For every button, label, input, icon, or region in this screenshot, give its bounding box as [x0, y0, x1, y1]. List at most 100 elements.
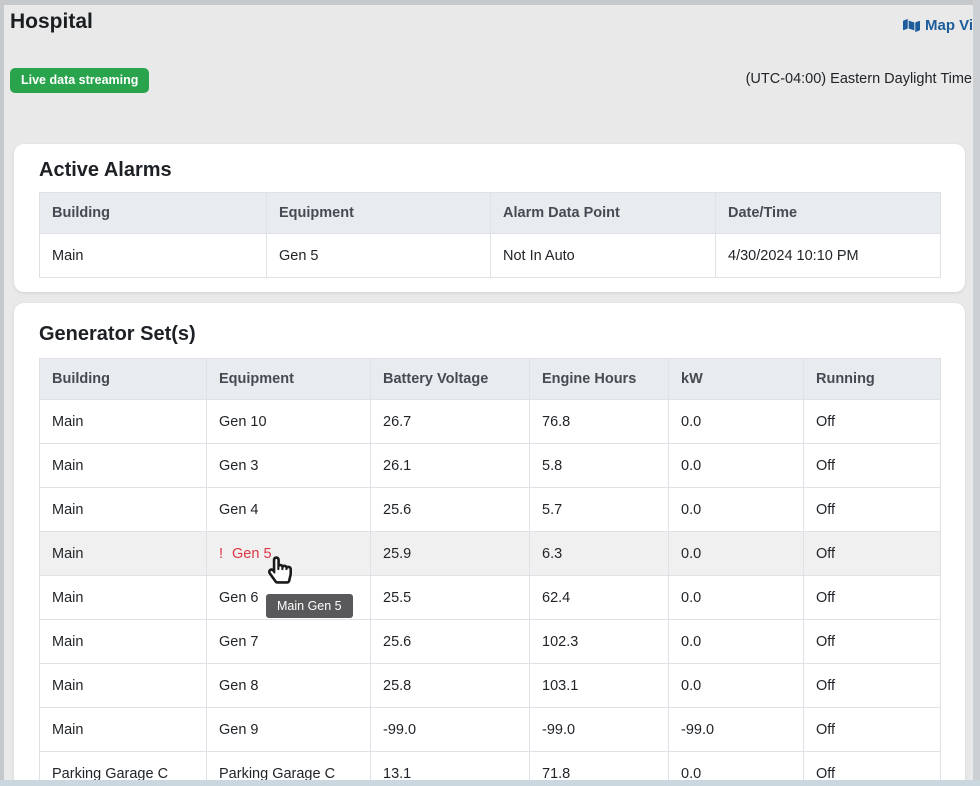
gen-cell-building: Main [39, 443, 207, 488]
gen-cell-battery-voltage: 26.7 [370, 399, 530, 444]
gen-cell-battery-voltage: 25.9 [370, 531, 530, 576]
generators-card: Generator Set(s) Building Equipment Batt… [14, 303, 965, 786]
generator-row[interactable]: Main Gen 8 25.8 103.1 0.0 Off [39, 663, 941, 708]
alarm-exclamation-icon: ! [219, 545, 224, 562]
timezone-label: (UTC-04:00) Eastern Daylight Time [745, 71, 972, 87]
gen-equipment-label: Gen 3 [219, 457, 259, 474]
map-icon [903, 18, 920, 33]
gen-equipment-label: Gen 5 [232, 545, 272, 562]
map-view-label: Map View [925, 17, 980, 34]
gen-cell-running: Off [803, 663, 941, 708]
gen-cell-building: Main [39, 399, 207, 444]
gen-cell-engine-hours: -99.0 [529, 707, 669, 752]
gen-cell-building: Main [39, 619, 207, 664]
gen-cell-battery-voltage: 25.6 [370, 487, 530, 532]
generators-title: Generator Set(s) [39, 323, 196, 345]
alarm-cell-equipment[interactable]: Gen 5 [266, 233, 491, 278]
gen-cell-kw: 0.0 [668, 575, 804, 620]
gen-cell-running: Off [803, 619, 941, 664]
alarm-cell-data-point: Not In Auto [490, 233, 716, 278]
gen-cell-running: Off [803, 487, 941, 532]
gen-cell-running: Off [803, 399, 941, 444]
gen-equipment-label: Gen 6 [219, 589, 259, 606]
gen-col-equipment: Equipment [206, 358, 371, 400]
gen-cell-running: Off [803, 575, 941, 620]
gen-cell-battery-voltage: 25.8 [370, 663, 530, 708]
generator-row[interactable]: Main Gen 3 26.1 5.8 0.0 Off [39, 443, 941, 488]
gen-cell-kw: 0.0 [668, 487, 804, 532]
gen-cell-building: Main [39, 707, 207, 752]
alarm-row: Main Gen 5 Not In Auto 4/30/2024 10:10 P… [39, 233, 941, 278]
hover-tooltip: Main Gen 5 [266, 594, 353, 618]
generator-row[interactable]: Main Gen 6 25.5 62.4 0.0 Off [39, 575, 941, 620]
gen-col-battery-voltage: Battery Voltage [370, 358, 530, 400]
gen-cell-battery-voltage: -99.0 [370, 707, 530, 752]
alarm-col-datetime: Date/Time [715, 192, 941, 234]
gen-col-building: Building [39, 358, 207, 400]
gen-cell-running: Off [803, 751, 941, 786]
gen-cell-building: Main [39, 487, 207, 532]
gen-cell-equipment[interactable]: Gen 9 [206, 707, 371, 752]
gen-cell-engine-hours: 5.8 [529, 443, 669, 488]
gen-equipment-label: Gen 4 [219, 501, 259, 518]
window-edge-right [973, 0, 980, 786]
gen-cell-equipment[interactable]: Gen 8 [206, 663, 371, 708]
gen-cell-equipment[interactable]: Gen 4 [206, 487, 371, 532]
gen-cell-kw: 0.0 [668, 663, 804, 708]
alarm-cell-building: Main [39, 233, 267, 278]
gen-cell-battery-voltage: 26.1 [370, 443, 530, 488]
generators-table: Building Equipment Battery Voltage Engin… [39, 358, 941, 786]
live-data-badge: Live data streaming [10, 68, 150, 93]
gen-cell-engine-hours: 62.4 [529, 575, 669, 620]
generator-row[interactable]: Main Gen 9 -99.0 -99.0 -99.0 Off [39, 707, 941, 752]
gen-cell-engine-hours: 5.7 [529, 487, 669, 532]
gen-cell-engine-hours: 6.3 [529, 531, 669, 576]
gen-equipment-label: Gen 10 [219, 413, 267, 430]
window-edge-left [0, 0, 4, 786]
active-alarms-card: Active Alarms Building Equipment Alarm D… [14, 144, 965, 292]
pointer-cursor-icon [268, 556, 292, 584]
generator-row[interactable]: Main ! Gen 5 25.9 6.3 0.0 Off [39, 531, 941, 576]
gen-cell-kw: 0.0 [668, 399, 804, 444]
gen-cell-building: Main [39, 575, 207, 620]
alarm-cell-datetime: 4/30/2024 10:10 PM [715, 233, 941, 278]
gen-cell-running: Off [803, 707, 941, 752]
map-view-link[interactable]: Map View [903, 17, 980, 34]
gen-cell-battery-voltage: 25.5 [370, 575, 530, 620]
active-alarms-title: Active Alarms [39, 159, 172, 181]
gen-cell-engine-hours: 76.8 [529, 399, 669, 444]
gen-cell-building: Main [39, 531, 207, 576]
generator-row[interactable]: Main Gen 4 25.6 5.7 0.0 Off [39, 487, 941, 532]
gen-cell-kw: 0.0 [668, 619, 804, 664]
alarm-header-row: Building Equipment Alarm Data Point Date… [39, 192, 941, 234]
gen-cell-building: Main [39, 663, 207, 708]
gen-equipment-label: Gen 8 [219, 677, 259, 694]
window-edge-bottom [0, 780, 980, 786]
gen-equipment-label: Gen 7 [219, 633, 259, 650]
generator-row[interactable]: Main Gen 7 25.6 102.3 0.0 Off [39, 619, 941, 664]
alarm-col-data-point: Alarm Data Point [490, 192, 716, 234]
gen-cell-kw: 0.0 [668, 443, 804, 488]
gen-cell-equipment[interactable]: Gen 3 [206, 443, 371, 488]
gen-equipment-label: Gen 9 [219, 721, 259, 738]
gen-cell-battery-voltage: 25.6 [370, 619, 530, 664]
gen-cell-running: Off [803, 531, 941, 576]
active-alarms-table: Building Equipment Alarm Data Point Date… [39, 192, 941, 278]
gen-col-kw: kW [668, 358, 804, 400]
gen-col-engine-hours: Engine Hours [529, 358, 669, 400]
gen-cell-equipment[interactable]: Gen 7 [206, 619, 371, 664]
gen-cell-kw: 0.0 [668, 531, 804, 576]
window-edge-top [0, 0, 980, 5]
gen-cell-engine-hours: 102.3 [529, 619, 669, 664]
gen-cell-kw: -99.0 [668, 707, 804, 752]
gen-cell-engine-hours: 103.1 [529, 663, 669, 708]
generator-row[interactable]: Main Gen 10 26.7 76.8 0.0 Off [39, 399, 941, 444]
gen-cell-equipment[interactable]: Gen 10 [206, 399, 371, 444]
page-title: Hospital [10, 10, 93, 33]
gen-cell-running: Off [803, 443, 941, 488]
alarm-col-equipment: Equipment [266, 192, 491, 234]
gen-col-running: Running [803, 358, 941, 400]
gen-equipment-label: Parking Garage C [219, 765, 336, 782]
generator-header-row: Building Equipment Battery Voltage Engin… [39, 358, 941, 400]
